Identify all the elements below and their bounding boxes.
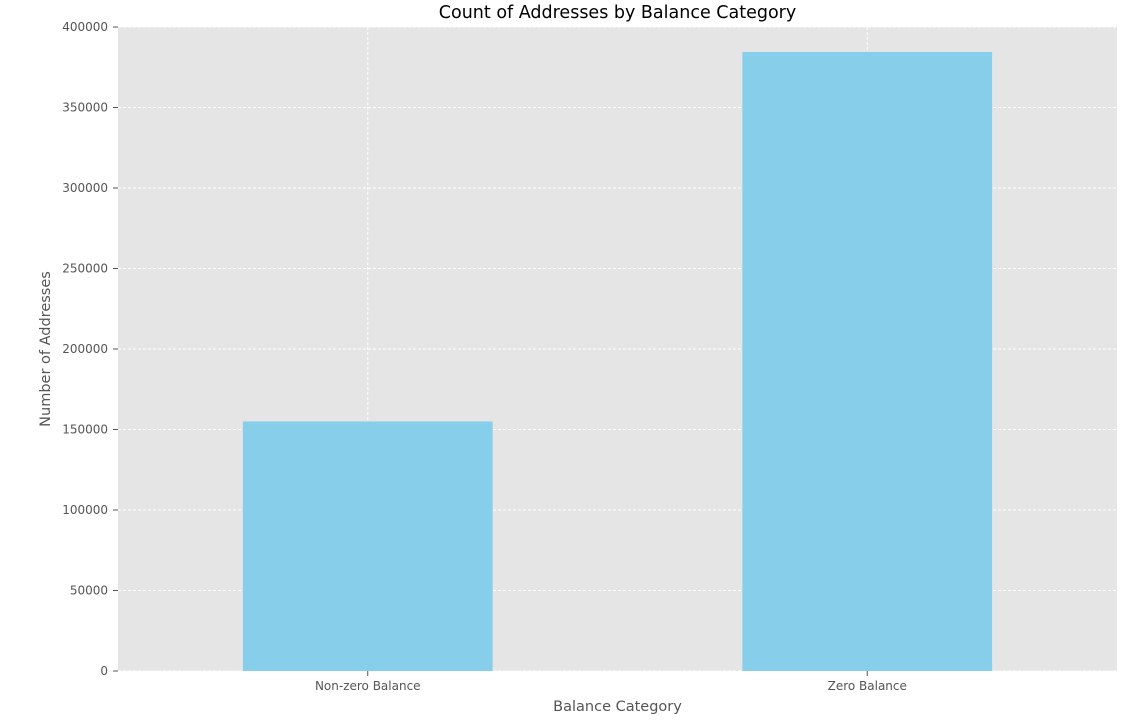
y-axis-label: Number of Addresses	[38, 271, 54, 427]
x-tick-label: Zero Balance	[828, 679, 907, 693]
y-tick-label: 400000	[62, 20, 108, 34]
y-tick-label: 100000	[62, 503, 108, 517]
bar-non-zero-balance	[242, 421, 493, 671]
y-tick-label: 150000	[62, 423, 108, 437]
bar-zero-balance	[742, 51, 993, 671]
y-tick-label: 0	[100, 664, 108, 678]
y-axis-ticks: 0 50000 100000 150000 200000 250000 300000 3500…	[62, 20, 118, 678]
y-tick-label: 300000	[62, 181, 108, 195]
x-tick-label: Non-zero Balance	[315, 679, 421, 693]
y-tick-label: 50000	[70, 584, 108, 598]
x-axis-ticks: Non-zero Balance Zero Balance	[315, 671, 907, 693]
y-tick-label: 200000	[62, 342, 108, 356]
y-tick-label: 250000	[62, 262, 108, 276]
chart-title: Count of Addresses by Balance Category	[439, 3, 796, 23]
bars	[242, 51, 993, 671]
x-axis-label: Balance Category	[553, 699, 682, 715]
y-tick-label: 350000	[62, 101, 108, 115]
